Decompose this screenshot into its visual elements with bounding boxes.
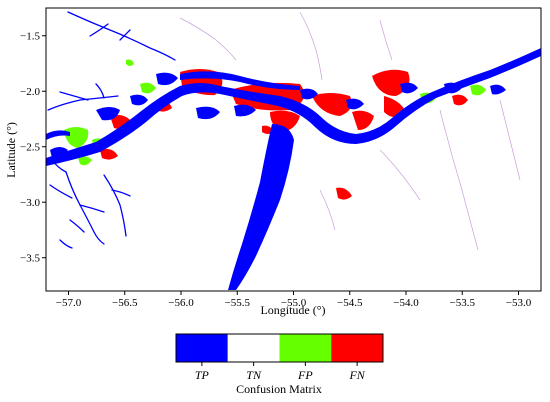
y-axis: −1.5 −2.0 −2.5 −3.0 −3.5 (20, 31, 46, 265)
legend-label-fn: FN (348, 368, 365, 382)
legend-swatch-fp (279, 334, 332, 362)
x-tick-label: −54.5 (337, 297, 363, 309)
y-tick-label: −1.5 (20, 31, 40, 43)
legend-frame (175, 333, 384, 363)
x-tick-label: −53.0 (506, 297, 532, 309)
legend-swatch-tp (176, 334, 228, 362)
legend-swatch-fn (331, 334, 383, 362)
x-tick-label: −55.5 (225, 297, 251, 309)
tp-regions (46, 48, 541, 290)
plot-frame (45, 7, 542, 292)
legend-label-tn: TN (246, 368, 262, 382)
x-tick-label: −54.0 (393, 297, 419, 309)
x-tick-label: −55.0 (281, 297, 307, 309)
x-tick-label: −56.0 (168, 297, 194, 309)
legend-swatch-tn (227, 334, 280, 362)
legend-label-fp: FP (297, 368, 313, 382)
confusion-matrix-legend: TP TN FP FN (175, 333, 384, 382)
x-tick-label: −53.5 (450, 297, 476, 309)
y-tick-label: −3.5 (20, 253, 40, 265)
y-tick-label: −2.0 (20, 86, 40, 98)
tributary-lines (47, 11, 176, 249)
y-axis-title: Latitude (°) (4, 122, 18, 178)
x-axis: −57.0 −56.5 −56.0 −55.5 −55.0 −54.5 −54.0 −53.5… (56, 291, 532, 309)
legend-title: Confusion Matrix (236, 382, 322, 396)
light-tributaries (179, 11, 521, 286)
map-area (46, 11, 541, 290)
y-tick-label: −3.0 (20, 197, 40, 209)
x-axis-title: Longitude (°) (260, 303, 325, 317)
x-tick-label: −56.5 (112, 297, 138, 309)
legend-label-tp: TP (195, 368, 210, 382)
x-tick-label: −57.0 (56, 297, 82, 309)
y-tick-label: −2.5 (20, 142, 40, 154)
